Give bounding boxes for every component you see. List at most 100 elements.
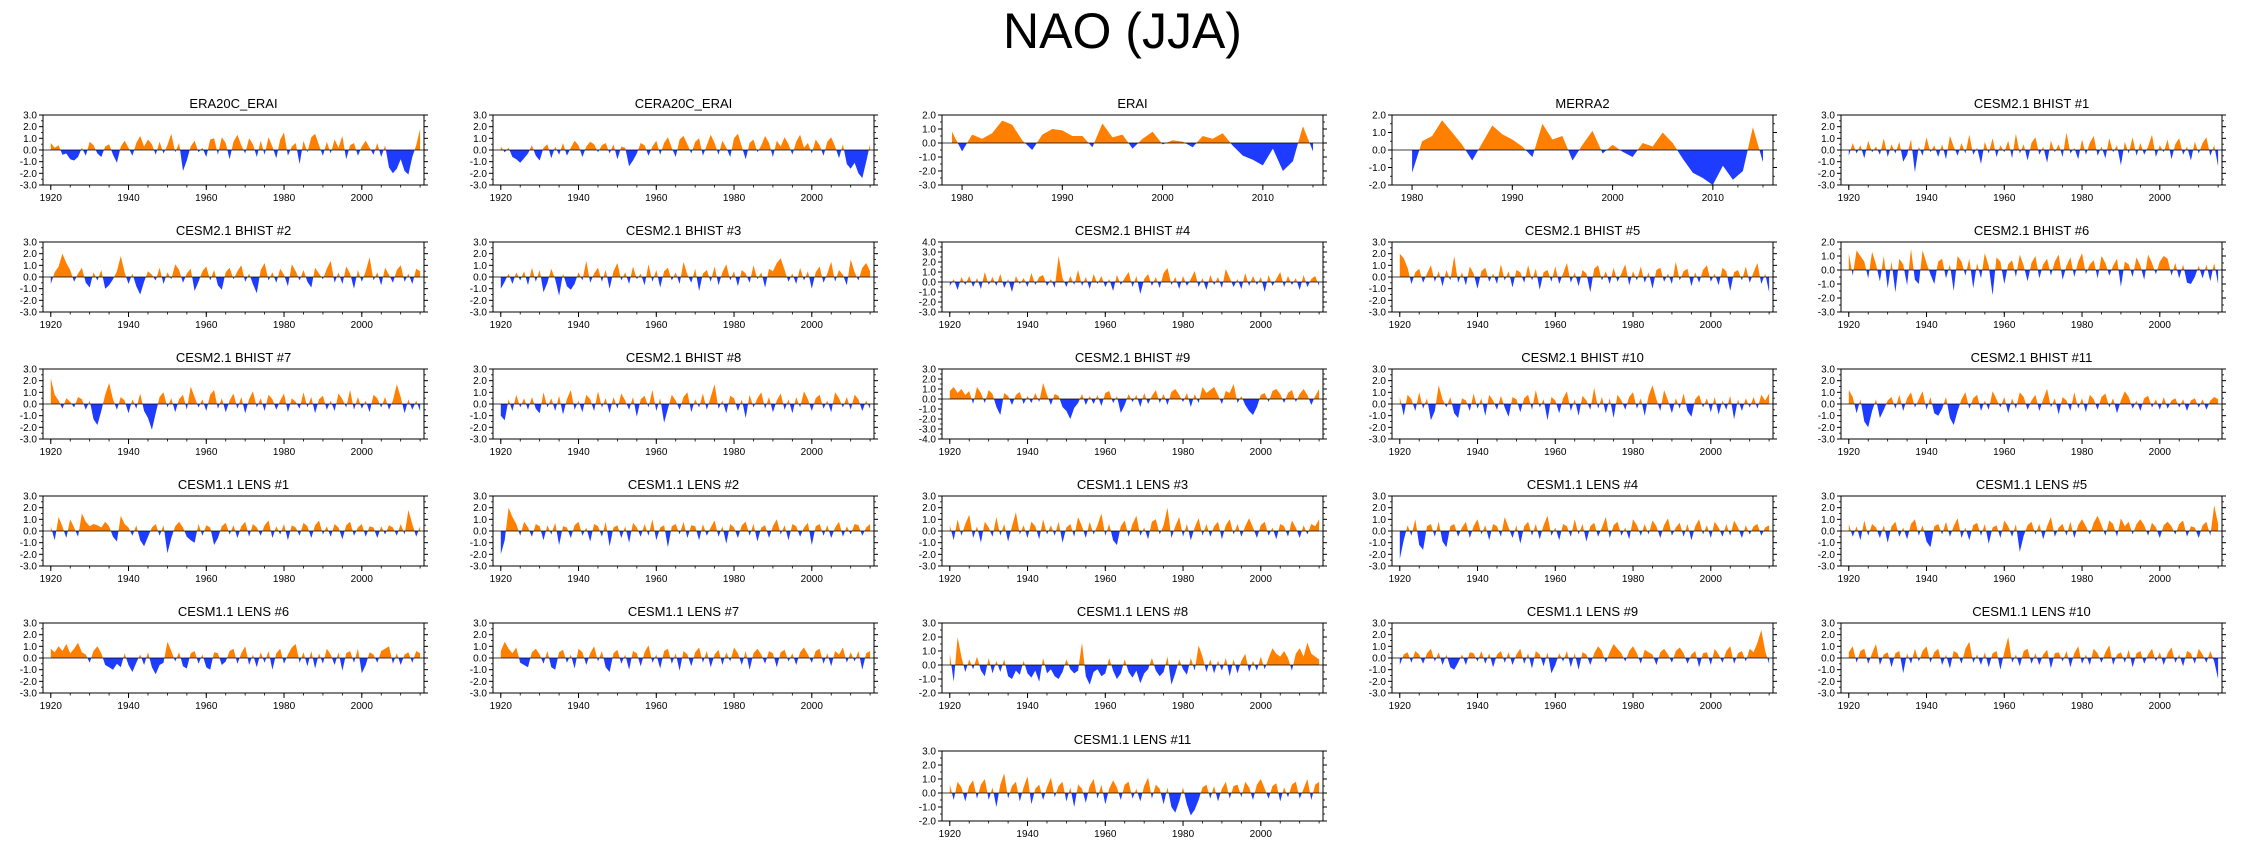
x-tick-label: 1980 bbox=[1622, 320, 1645, 331]
y-tick-label: 3.0 bbox=[1372, 365, 1386, 376]
negative-area bbox=[949, 399, 1320, 419]
x-tick-label: 1920 bbox=[40, 320, 63, 331]
x-tick-label: 2000 bbox=[351, 574, 374, 585]
x-tick-label: 1980 bbox=[273, 701, 296, 712]
y-tick-label: 2.0 bbox=[1821, 503, 1835, 514]
y-tick-label: 1.0 bbox=[922, 268, 936, 279]
positive-area bbox=[500, 258, 871, 277]
y-tick-label: -1.0 bbox=[919, 153, 937, 164]
x-tick-label: 1940 bbox=[1915, 574, 1938, 585]
panel-title: CESM1.1 LENS #7 bbox=[628, 604, 739, 619]
positive-area bbox=[500, 507, 871, 531]
y-tick-label: -2.0 bbox=[1369, 423, 1387, 434]
y-tick-label: -1.0 bbox=[1818, 538, 1836, 549]
x-tick-label: 1960 bbox=[195, 701, 218, 712]
nao-panel: CESM2.1 BHIST #3 3.02.01.00.0-1.0-2.0-3.0… bbox=[470, 223, 878, 331]
y-tick-label: 0.0 bbox=[922, 278, 936, 289]
y-tick-label: -3.0 bbox=[1369, 435, 1387, 446]
x-tick-label: 1940 bbox=[567, 701, 590, 712]
x-tick-label: 1920 bbox=[939, 574, 962, 585]
y-tick-label: -3.0 bbox=[919, 181, 937, 192]
y-tick-label: 1.0 bbox=[23, 388, 37, 399]
x-tick-label: 1920 bbox=[490, 447, 513, 458]
x-tick-label: 1960 bbox=[1094, 320, 1117, 331]
x-tick-label: 1920 bbox=[1389, 447, 1412, 458]
y-tick-label: 2.0 bbox=[23, 630, 37, 641]
x-tick-label: 2000 bbox=[2149, 701, 2172, 712]
x-tick-label: 1960 bbox=[1094, 447, 1117, 458]
positive-area bbox=[1399, 253, 1770, 277]
y-tick-label: -1.0 bbox=[1369, 163, 1387, 174]
positive-area bbox=[500, 384, 871, 404]
x-tick-label: 1980 bbox=[2071, 193, 2094, 204]
y-tick-label: 0.0 bbox=[922, 395, 936, 406]
y-tick-label: -2.0 bbox=[20, 550, 38, 561]
x-tick-label: 1920 bbox=[1389, 574, 1412, 585]
y-tick-label: 0.0 bbox=[473, 400, 487, 411]
nao-panel: ERAI 2.0 1.0 0.0 -1.0 -2.0 -3.0 1980 1990 2000 201… bbox=[919, 96, 1327, 204]
x-tick-label: 1920 bbox=[939, 447, 962, 458]
x-tick-label: 1990 bbox=[1501, 193, 1524, 204]
x-tick-label: 1920 bbox=[1838, 447, 1861, 458]
negative-area bbox=[500, 404, 871, 423]
y-tick-label: -3.0 bbox=[470, 562, 488, 573]
y-tick-label: 1.0 bbox=[1372, 388, 1386, 399]
positive-area bbox=[1848, 249, 2219, 270]
x-tick-label: 1920 bbox=[40, 447, 63, 458]
y-tick-label: 3.0 bbox=[23, 619, 37, 630]
positive-area bbox=[949, 383, 1320, 399]
y-tick-label: 0.0 bbox=[922, 527, 936, 538]
negative-area bbox=[1848, 404, 2219, 428]
panel-frame bbox=[941, 241, 1324, 313]
x-tick-label: 2000 bbox=[1250, 829, 1273, 840]
nao-panel: CESM2.1 BHIST #2 3.02.01.00.0-1.0-2.0-3.0… bbox=[20, 223, 428, 331]
y-tick-label: 3.0 bbox=[922, 747, 936, 758]
y-tick-label: -3.0 bbox=[470, 435, 488, 446]
x-tick-label: 2000 bbox=[351, 447, 374, 458]
x-tick-label: 1940 bbox=[1915, 447, 1938, 458]
nao-panel: CESM1.1 LENS #13.02.01.00.0-1.0-2.0-3.01… bbox=[20, 477, 428, 585]
y-tick-label: 1.0 bbox=[1372, 128, 1386, 139]
x-tick-label: 1980 bbox=[1172, 320, 1195, 331]
y-tick-label: 0.0 bbox=[922, 139, 936, 150]
y-tick-label: -3.0 bbox=[1818, 308, 1836, 319]
positive-area bbox=[949, 773, 1320, 793]
y-tick-label: -1.0 bbox=[1369, 538, 1387, 549]
y-tick-label: 0.0 bbox=[1372, 146, 1386, 157]
x-tick-label: 1940 bbox=[1915, 193, 1938, 204]
x-tick-label: 1920 bbox=[939, 829, 962, 840]
panel-title: CESM1.1 LENS #6 bbox=[178, 604, 289, 619]
x-tick-label: 1920 bbox=[490, 701, 513, 712]
x-tick-label: 2000 bbox=[1700, 320, 1723, 331]
x-tick-label: 1960 bbox=[645, 701, 668, 712]
x-tick-label: 1940 bbox=[1016, 829, 1039, 840]
negative-area bbox=[1399, 531, 1770, 559]
y-tick-label: 3.0 bbox=[1372, 492, 1386, 503]
nao-panel: CESM1.1 LENS #23.02.01.00.0-1.0-2.0-3.01… bbox=[470, 477, 878, 585]
x-tick-label: 1960 bbox=[1094, 574, 1117, 585]
y-tick-label: -3.0 bbox=[20, 689, 38, 700]
x-tick-label: 1960 bbox=[1544, 701, 1567, 712]
x-tick-label: 1960 bbox=[1094, 829, 1117, 840]
y-tick-label: 2.0 bbox=[1372, 376, 1386, 387]
nao-panel: CESM2.1 BHIST #10 3.02.01.00.0-1.0-2.0-3.… bbox=[1369, 350, 1777, 458]
y-tick-label: 3.0 bbox=[922, 619, 936, 630]
x-tick-label: 1940 bbox=[117, 574, 140, 585]
positive-area bbox=[949, 507, 1320, 531]
y-tick-label: 3.0 bbox=[23, 492, 37, 503]
positive-area bbox=[949, 256, 1320, 282]
y-tick-label: -3.0 bbox=[919, 308, 937, 319]
nao-panel: CESM2.1 BHIST #6 2.0 1.0 0.0 -1.0 -2.0 -3.0192… bbox=[1818, 223, 2226, 331]
x-tick-label: 1920 bbox=[490, 193, 513, 204]
y-tick-label: 0.0 bbox=[922, 789, 936, 800]
x-tick-label: 1960 bbox=[1993, 193, 2016, 204]
x-tick-label: 1920 bbox=[490, 320, 513, 331]
y-tick-label: -3.0 bbox=[20, 435, 38, 446]
panel-title: MERRA2 bbox=[1555, 96, 1609, 111]
y-tick-label: 0.0 bbox=[1821, 266, 1835, 277]
panel-title: CESM2.1 BHIST #8 bbox=[626, 350, 741, 365]
x-tick-label: 1940 bbox=[1016, 701, 1039, 712]
y-tick-label: 2.0 bbox=[23, 249, 37, 260]
panel-title: ERA20C_ERAI bbox=[189, 96, 277, 111]
positive-area bbox=[50, 641, 421, 658]
